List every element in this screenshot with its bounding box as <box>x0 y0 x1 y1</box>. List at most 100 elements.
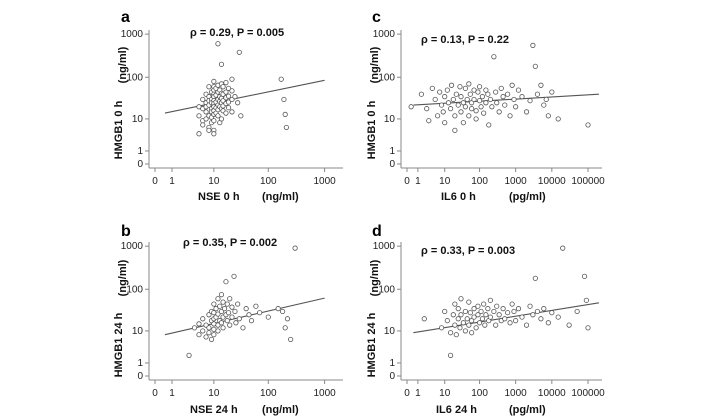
y-tick-label: 10 <box>384 326 396 337</box>
data-point <box>458 94 464 100</box>
y-tick-label: 10 <box>384 114 396 125</box>
data-point <box>530 312 536 318</box>
data-point <box>225 105 232 111</box>
y-tick-label: 1000 <box>121 241 144 252</box>
data-point <box>200 316 206 322</box>
data-point <box>475 312 481 318</box>
data-point <box>440 109 446 115</box>
data-point <box>196 332 202 338</box>
data-point <box>225 93 232 99</box>
data-point <box>543 96 549 103</box>
data-point <box>507 320 513 326</box>
data-point <box>509 82 515 88</box>
data-point <box>560 245 566 251</box>
data-point <box>196 321 202 327</box>
data-point <box>509 301 515 307</box>
data-point <box>513 318 519 324</box>
data-point <box>473 108 479 114</box>
x-tick-label: 1000 <box>313 388 336 399</box>
data-point <box>223 89 229 95</box>
data-point <box>450 312 456 318</box>
data-point <box>453 332 459 338</box>
y-axis-unit: (ng/ml) <box>369 259 381 296</box>
y-tick-label: 100 <box>378 72 395 83</box>
x-axis-unit: (pg/ml) <box>509 404 546 416</box>
regression-line <box>164 79 325 114</box>
data-point <box>471 306 477 312</box>
x-tick-label: 10 <box>439 388 451 399</box>
data-point <box>453 91 459 97</box>
data-point <box>555 314 561 320</box>
data-point <box>278 76 284 82</box>
data-point <box>421 316 427 322</box>
y-tick-label: 1 <box>389 358 395 369</box>
x-axis-unit: (ng/ml) <box>262 404 299 416</box>
data-point <box>462 328 468 334</box>
data-point <box>227 322 233 328</box>
y-axis-label: HMGB1 24 h <box>113 312 125 377</box>
data-point <box>243 306 249 312</box>
y-axis-unit: (ng/ml) <box>369 46 381 83</box>
y-axis-label: HMGB1 0 h <box>113 100 125 159</box>
data-point <box>282 111 288 117</box>
data-point <box>534 91 541 97</box>
y-tick-label: 1000 <box>373 241 396 252</box>
data-point <box>507 113 513 119</box>
data-point <box>208 336 215 343</box>
data-point <box>283 124 289 131</box>
data-point <box>545 113 551 119</box>
data-point <box>574 308 580 315</box>
data-point <box>229 109 235 115</box>
data-point <box>229 304 235 310</box>
x-tick-label: 1000 <box>505 388 528 399</box>
x-tick-label: 1000 <box>313 176 336 187</box>
correlation-annotation: ρ = 0.35, P = 0.002 <box>183 237 277 249</box>
data-point <box>424 106 430 112</box>
data-point <box>408 104 414 110</box>
data-point <box>238 113 244 119</box>
data-point <box>479 94 486 100</box>
data-point <box>203 334 209 340</box>
y-tick-label: 0 <box>137 371 143 382</box>
y-tick-label: 1000 <box>373 29 396 40</box>
y-tick-label: 10 <box>132 114 144 125</box>
data-point <box>447 352 454 358</box>
x-tick-label: 10000 <box>538 176 566 187</box>
data-point <box>445 100 452 106</box>
y-tick-label: 100 <box>126 284 143 295</box>
x-tick-label: 1000 <box>505 176 528 187</box>
data-point <box>466 299 472 305</box>
data-point <box>288 336 294 343</box>
data-point <box>452 127 458 133</box>
x-tick-label: 100 <box>471 176 488 187</box>
data-point <box>487 96 493 103</box>
x-tick-label: 0 <box>152 176 158 187</box>
data-point <box>500 94 506 100</box>
data-point <box>541 102 547 108</box>
x-tick-label: 0 <box>152 388 158 399</box>
data-point <box>519 94 525 100</box>
data-point <box>458 296 464 302</box>
data-point <box>215 113 221 119</box>
data-point <box>502 316 508 322</box>
data-point <box>448 82 455 88</box>
data-point <box>532 275 538 281</box>
x-axis-unit: (pg/ml) <box>509 191 546 203</box>
data-point <box>218 61 225 67</box>
data-point <box>502 102 508 108</box>
x-tick-label: 100 <box>471 388 488 399</box>
data-point <box>221 306 228 312</box>
data-point <box>549 310 555 316</box>
data-point <box>455 102 461 108</box>
data-point <box>455 316 461 322</box>
data-point <box>549 89 555 95</box>
regression-line <box>413 93 599 106</box>
data-point <box>218 308 225 315</box>
data-point <box>583 297 589 303</box>
data-point <box>211 301 217 307</box>
data-point <box>483 100 489 106</box>
data-point <box>511 96 517 103</box>
data-point <box>432 96 438 103</box>
data-point <box>457 325 463 331</box>
data-point <box>511 308 517 315</box>
